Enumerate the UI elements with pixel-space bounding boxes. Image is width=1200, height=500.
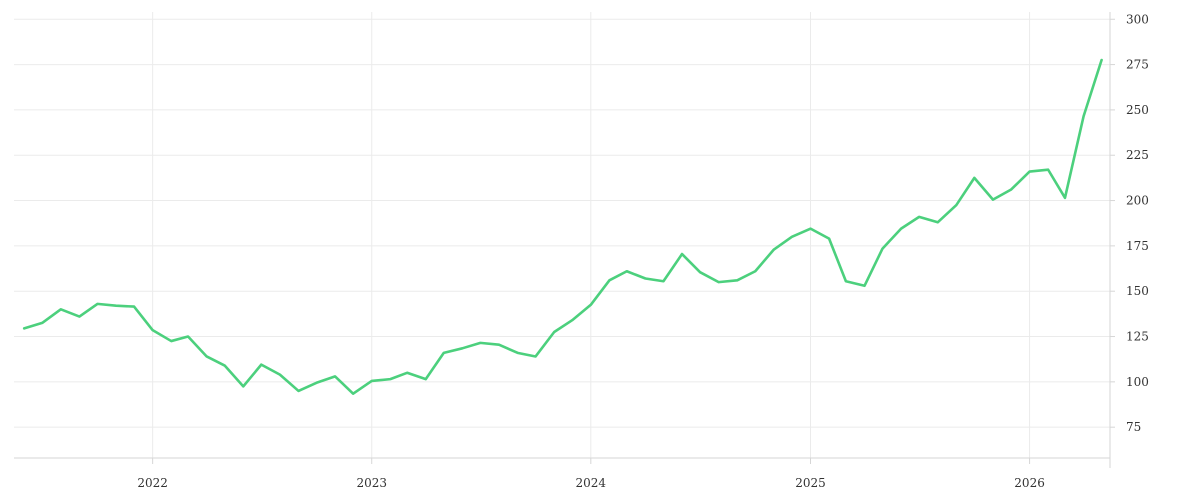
- x-axis-ticks: 2022 2023 2024 2025 2026: [137, 476, 1044, 490]
- axes: [14, 12, 1115, 468]
- y-tick-label: 225: [1126, 148, 1149, 162]
- y-tick-label: 250: [1126, 103, 1149, 117]
- x-tick-label: 2024: [576, 476, 607, 490]
- y-tick-label: 175: [1126, 239, 1149, 253]
- series-line: [22, 58, 1103, 395]
- x-tick-label: 2023: [356, 476, 387, 490]
- y-axis-ticks: 75 100 125 150 175 200 225 250 275 300: [1126, 12, 1149, 434]
- x-tick-label: 2025: [795, 476, 826, 490]
- y-tick-label: 125: [1126, 330, 1149, 344]
- y-tick-label: 275: [1126, 58, 1149, 72]
- x-tick-label: 2026: [1014, 476, 1045, 490]
- series: [22, 58, 1103, 395]
- y-tick-label: 300: [1126, 12, 1149, 26]
- grid: [14, 12, 1110, 458]
- y-tick-label: 200: [1126, 194, 1149, 208]
- y-tick-label: 75: [1126, 420, 1141, 434]
- y-tick-label: 150: [1126, 284, 1149, 298]
- y-tick-label: 100: [1126, 375, 1149, 389]
- x-tick-label: 2022: [137, 476, 168, 490]
